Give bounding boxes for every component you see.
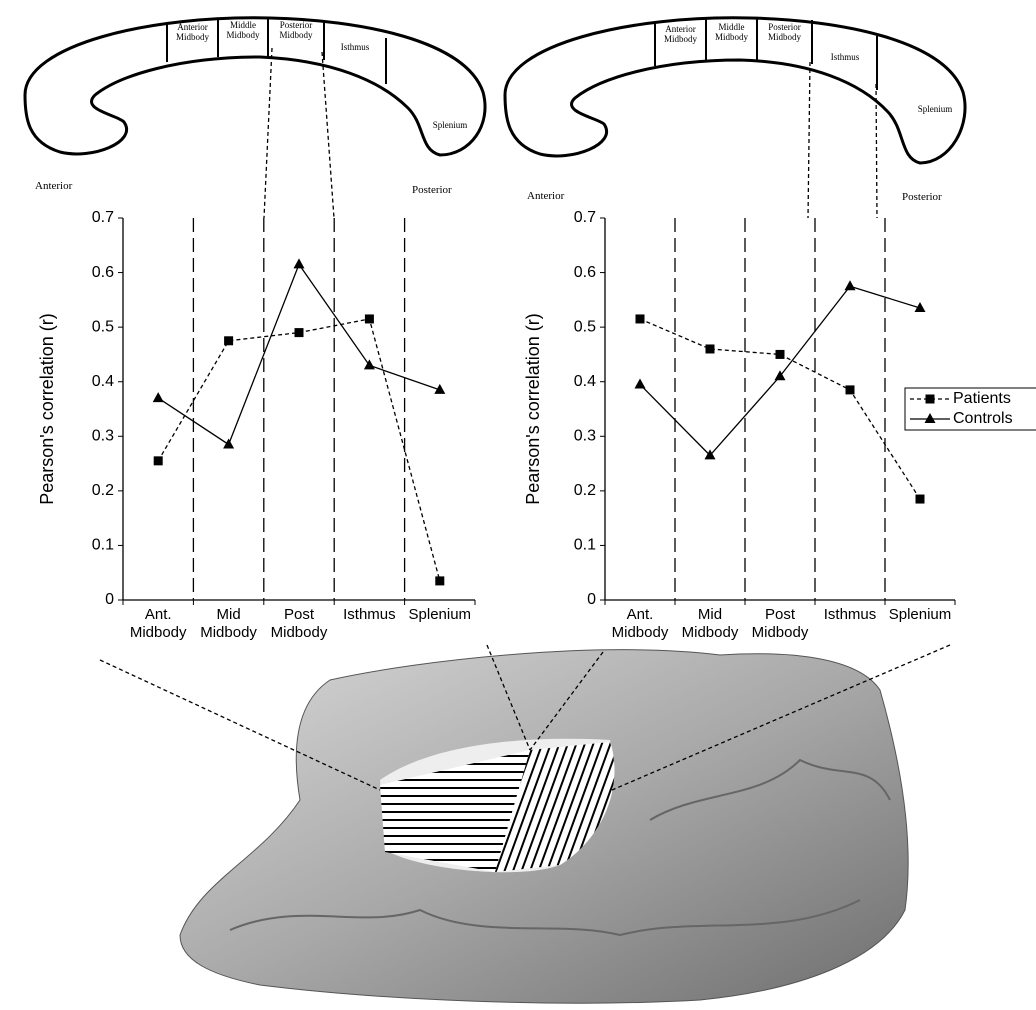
x-tick-label: Ant. Midbody xyxy=(121,606,195,642)
x-tick-label: Mid Midbody xyxy=(192,606,266,642)
series-line xyxy=(158,264,440,444)
region-label: Posterior Midbody xyxy=(757,22,812,42)
y-tick-label: 0 xyxy=(105,591,114,608)
legend-label: Patients xyxy=(953,390,1011,407)
y-tick-label: 0.2 xyxy=(574,482,596,499)
y-tick-label: 0.3 xyxy=(92,428,114,445)
region-label: Isthmus xyxy=(330,42,380,52)
data-point xyxy=(153,392,164,402)
data-point xyxy=(435,576,444,585)
y-tick-label: 0.6 xyxy=(574,264,596,281)
data-point xyxy=(224,336,233,345)
data-point xyxy=(845,280,856,290)
region-label: Posterior Midbody xyxy=(268,20,324,40)
data-point xyxy=(916,495,925,504)
region-label: Splenium xyxy=(420,120,480,130)
y-tick-label: 0.5 xyxy=(92,318,114,335)
brain-photo xyxy=(180,650,908,1003)
y-tick-label: 0.6 xyxy=(92,264,114,281)
y-tick-label: 0.3 xyxy=(574,428,596,445)
y-tick-label: 0.1 xyxy=(574,537,596,554)
posterior-label: Posterior xyxy=(902,191,942,203)
anterior-label: Anterior xyxy=(527,190,564,202)
region-label: Middle Midbody xyxy=(706,22,757,42)
data-point xyxy=(776,350,785,359)
y-tick-label: 0.7 xyxy=(92,209,114,226)
x-tick-label: Splenium xyxy=(403,606,477,624)
posterior-label: Posterior xyxy=(412,184,452,196)
data-point xyxy=(365,314,374,323)
y-axis-label: Pearson's correlation (r) xyxy=(37,313,57,505)
x-tick-label: Post Midbody xyxy=(262,606,336,642)
data-point xyxy=(223,438,234,448)
legend-marker xyxy=(926,395,935,404)
x-tick-label: Isthmus xyxy=(332,606,406,624)
data-point xyxy=(846,385,855,394)
region-label: Middle Midbody xyxy=(218,20,268,40)
y-tick-label: 0.4 xyxy=(92,373,114,390)
legend-label: Controls xyxy=(953,410,1013,427)
y-tick-label: 0.5 xyxy=(574,318,596,335)
data-point xyxy=(294,258,305,268)
data-point xyxy=(635,378,646,388)
data-point xyxy=(636,314,645,323)
y-tick-label: 0.2 xyxy=(92,482,114,499)
x-tick-label: Isthmus xyxy=(813,606,887,624)
data-point xyxy=(295,328,304,337)
y-tick-label: 0.7 xyxy=(574,209,596,226)
data-point xyxy=(154,456,163,465)
y-tick-label: 0.1 xyxy=(92,537,114,554)
region-label: Isthmus xyxy=(815,52,875,62)
series-line xyxy=(640,319,920,499)
series-line xyxy=(158,319,440,581)
region-label: Anterior Midbody xyxy=(167,22,218,42)
x-tick-label: Splenium xyxy=(883,606,957,624)
y-tick-label: 0 xyxy=(587,591,596,608)
x-tick-label: Ant. Midbody xyxy=(603,606,677,642)
canvas: Pearson's correlation (r) 0 0.1 0.2 0.3 0.4 0.… xyxy=(0,0,1036,1010)
anterior-label: Anterior xyxy=(35,180,72,192)
x-tick-label: Post Midbody xyxy=(743,606,817,642)
data-point xyxy=(706,344,715,353)
region-label: Splenium xyxy=(905,104,965,114)
x-tick-label: Mid Midbody xyxy=(673,606,747,642)
region-label: Anterior Midbody xyxy=(655,24,706,44)
y-tick-label: 0.4 xyxy=(574,373,596,390)
y-axis-label: Pearson's correlation (r) xyxy=(523,313,543,505)
figure: Pearson's correlation (r) 0 0.1 0.2 0.3 0.4 0.… xyxy=(0,0,1036,1010)
